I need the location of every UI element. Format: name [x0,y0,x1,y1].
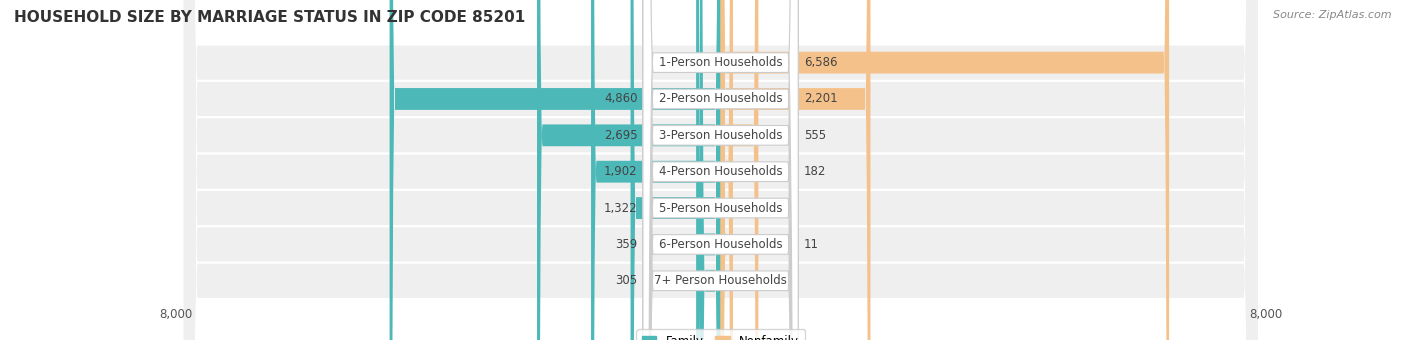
FancyBboxPatch shape [643,0,799,340]
Text: 7+ Person Households: 7+ Person Households [654,274,787,287]
Text: 1-Person Households: 1-Person Households [659,56,782,69]
Legend: Family, Nonfamily: Family, Nonfamily [636,329,806,340]
Text: 11: 11 [804,238,818,251]
Text: 182: 182 [804,165,827,178]
FancyBboxPatch shape [537,0,721,340]
Text: 6,586: 6,586 [804,56,837,69]
FancyBboxPatch shape [721,0,758,340]
Text: 4-Person Households: 4-Person Households [659,165,782,178]
FancyBboxPatch shape [696,0,721,340]
FancyBboxPatch shape [591,0,721,340]
FancyBboxPatch shape [700,0,721,340]
FancyBboxPatch shape [643,0,799,340]
Text: 1,322: 1,322 [603,202,637,215]
FancyBboxPatch shape [630,0,721,340]
FancyBboxPatch shape [721,0,733,340]
FancyBboxPatch shape [184,0,1257,340]
Text: 2,695: 2,695 [603,129,637,142]
Text: 5-Person Households: 5-Person Households [659,202,782,215]
Text: Source: ZipAtlas.com: Source: ZipAtlas.com [1274,10,1392,20]
Text: 2,201: 2,201 [804,92,838,105]
FancyBboxPatch shape [716,0,725,340]
FancyBboxPatch shape [184,0,1257,340]
FancyBboxPatch shape [184,0,1257,340]
Text: 305: 305 [616,274,637,287]
Text: 555: 555 [804,129,825,142]
Text: 6-Person Households: 6-Person Households [659,238,782,251]
Text: 1,902: 1,902 [603,165,637,178]
FancyBboxPatch shape [643,0,799,340]
FancyBboxPatch shape [643,0,799,340]
FancyBboxPatch shape [643,0,799,340]
FancyBboxPatch shape [184,0,1257,340]
Text: HOUSEHOLD SIZE BY MARRIAGE STATUS IN ZIP CODE 85201: HOUSEHOLD SIZE BY MARRIAGE STATUS IN ZIP… [14,10,526,25]
FancyBboxPatch shape [643,0,799,340]
Text: 2-Person Households: 2-Person Households [659,92,782,105]
FancyBboxPatch shape [721,0,870,340]
FancyBboxPatch shape [721,0,1170,340]
FancyBboxPatch shape [184,0,1257,340]
FancyBboxPatch shape [184,0,1257,340]
Text: 359: 359 [616,238,637,251]
FancyBboxPatch shape [184,0,1257,340]
FancyBboxPatch shape [643,0,799,340]
Text: 4,860: 4,860 [605,92,637,105]
FancyBboxPatch shape [389,0,721,340]
Text: 3-Person Households: 3-Person Households [659,129,782,142]
